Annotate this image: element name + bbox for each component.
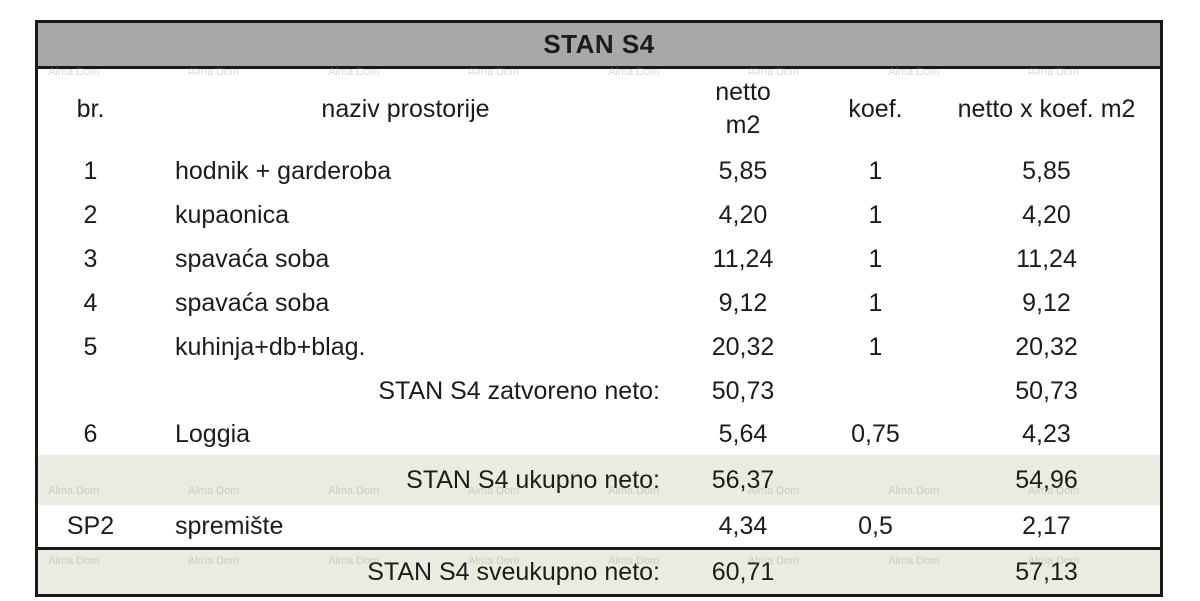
column-header-netto-x-koef: netto x koef. m2 — [957, 94, 1136, 123]
cell-br: 3 — [83, 244, 98, 273]
total-label: STAN S4 ukupno neto: — [406, 465, 660, 494]
apartment-area-table: STAN S4 Alma Dom Alma Dom Alma Dom Alma … — [35, 20, 1163, 597]
cell-netto-x-koef: 2,17 — [1022, 511, 1071, 540]
total-row-ukupno-neto: STAN S4 ukupno neto: 56,37 54,96 — [38, 455, 1160, 505]
cell-netto-x-koef: 57,13 — [1015, 557, 1078, 586]
cell-netto-x-koef: 20,32 — [1015, 332, 1078, 361]
table-title: STAN S4 — [543, 29, 655, 59]
cell-koef: 1 — [868, 200, 883, 229]
cell-netto-x-koef: 54,96 — [1015, 465, 1078, 494]
table-row: 6 Loggia 5,64 0,75 4,23 — [38, 413, 1160, 455]
column-header-koef: koef. — [848, 94, 903, 123]
cell-br: 2 — [83, 200, 98, 229]
column-header-naziv: naziv prostorije — [321, 94, 490, 123]
cell-naziv: hodnik + garderoba — [175, 156, 392, 185]
cell-naziv: Loggia — [175, 419, 251, 448]
table-row: 4 spavaća soba 9,12 1 9,12 — [38, 281, 1160, 325]
column-header-netto-line1: netto — [715, 78, 771, 106]
grand-total-label: STAN S4 sveukupno neto: — [367, 557, 660, 586]
cell-naziv: spavaća soba — [175, 288, 330, 317]
cell-br: SP2 — [66, 511, 115, 540]
grand-total-row-sveukupno-neto: STAN S4 sveukupno neto: 60,71 57,13 — [38, 547, 1160, 594]
cell-netto: 20,32 — [711, 332, 775, 361]
cell-koef: 0,5 — [858, 511, 893, 540]
column-header-row: br. naziv prostorije netto m2 koef. nett… — [38, 69, 1160, 149]
cell-netto: 5,85 — [718, 156, 768, 185]
cell-koef: 0,75 — [851, 419, 900, 448]
column-header-netto-line2: m2 — [725, 111, 761, 139]
cell-koef: 1 — [868, 156, 883, 185]
cell-netto-x-koef: 11,24 — [1016, 244, 1077, 273]
cell-netto: 60,71 — [711, 557, 775, 586]
cell-netto-x-koef: 4,20 — [1022, 200, 1071, 229]
table-row: 5 kuhinja+db+blag. 20,32 1 20,32 — [38, 325, 1160, 369]
cell-netto-x-koef: 50,73 — [1015, 376, 1078, 405]
cell-netto-x-koef: 9,12 — [1022, 288, 1071, 317]
cell-netto: 50,73 — [711, 376, 775, 405]
cell-netto: 4,34 — [718, 511, 768, 540]
cell-br: 5 — [83, 332, 98, 361]
table-row: SP2 spremište 4,34 0,5 2,17 — [38, 505, 1160, 547]
cell-koef: 1 — [868, 244, 883, 273]
subtotal-row-zatvoreno-neto: STAN S4 zatvoreno neto: 50,73 50,73 — [38, 369, 1160, 413]
column-header-br: br. — [76, 94, 105, 123]
cell-br: 4 — [83, 288, 98, 317]
cell-netto-x-koef: 4,23 — [1022, 419, 1071, 448]
cell-netto: 9,12 — [718, 288, 768, 317]
table-title-bar: STAN S4 — [38, 23, 1160, 69]
cell-koef: 1 — [868, 332, 883, 361]
cell-netto: 5,64 — [718, 419, 768, 448]
subtotal-label: STAN S4 zatvoreno neto: — [378, 376, 660, 405]
cell-naziv: kuhinja+db+blag. — [175, 332, 366, 361]
cell-naziv: spavaća soba — [175, 244, 330, 273]
cell-br: 1 — [83, 156, 98, 185]
cell-koef: 1 — [868, 288, 883, 317]
table-row: 1 hodnik + garderoba 5,85 1 5,85 — [38, 149, 1160, 193]
column-header-netto: netto m2 — [668, 76, 818, 142]
cell-netto-x-koef: 5,85 — [1022, 156, 1071, 185]
table-row: 2 kupaonica 4,20 1 4,20 — [38, 193, 1160, 237]
cell-br: 6 — [83, 419, 98, 448]
table-row: 3 spavaća soba 11,24 1 11,24 — [38, 237, 1160, 281]
cell-netto: 56,37 — [711, 465, 775, 494]
cell-netto: 11,24 — [712, 244, 774, 273]
cell-netto: 4,20 — [718, 200, 768, 229]
cell-naziv: spremište — [175, 511, 284, 540]
cell-naziv: kupaonica — [175, 200, 289, 229]
